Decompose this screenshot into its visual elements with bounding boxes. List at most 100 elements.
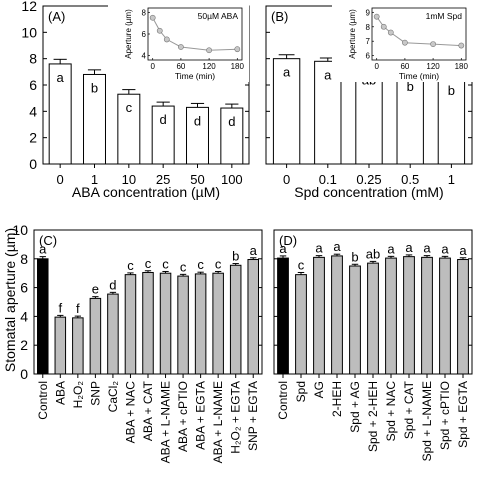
significance-letter: a — [283, 65, 291, 80]
bar — [355, 66, 383, 165]
bar — [89, 297, 102, 375]
bar — [367, 262, 379, 375]
x-tick-label: Control — [276, 381, 290, 420]
significance-letter: b — [232, 249, 239, 264]
significance-letter: a — [315, 241, 323, 256]
inset-y-label: Aperture (µm) — [348, 9, 357, 59]
significance-letter: c — [298, 257, 305, 272]
inset-point — [387, 29, 394, 36]
bar — [277, 257, 289, 375]
significance-letter: a — [250, 243, 258, 258]
bar — [107, 293, 119, 375]
panel-1: 0 2 4 6 8 10 12 a b c d d d 0 1 10 25 50 100 (A) ABA concent… — [21, 0, 250, 200]
inset-point — [458, 42, 465, 49]
inset-title: 1mM Spd — [426, 11, 463, 21]
significance-letter: a — [387, 241, 395, 256]
x-tick-label: AG — [312, 381, 326, 398]
inset-y-tick-label: 6 — [142, 30, 147, 39]
bar — [177, 275, 189, 375]
y-tick-label: 4 — [29, 103, 37, 119]
inset-chart: 4 6 8 0 60 120 180 50µM ABA Time (min) Aperture (… — [108, 2, 249, 82]
significance-letter: c — [162, 256, 169, 271]
x-tick-label: ABA + CAT — [141, 380, 155, 441]
x-tick-label: Spd + cPTIO — [438, 381, 452, 450]
inset-x-tick-label: 120 — [426, 62, 440, 71]
x-tick-label: ABA + NAC — [123, 381, 137, 444]
panel-label: (C) — [39, 233, 57, 248]
inset-frame — [371, 7, 467, 61]
x-axis-label: Spd concentration (mM) — [294, 184, 443, 200]
inset-y-tick-label: 6 — [366, 52, 371, 61]
panel-label: (A) — [48, 9, 65, 24]
bar — [54, 316, 67, 375]
significance-letter: b — [91, 80, 98, 95]
panel-label: (B) — [271, 9, 288, 24]
significance-letter: a — [459, 243, 467, 258]
bar — [159, 272, 172, 375]
inset-x-tick-label: 0 — [150, 62, 155, 71]
x-tick-label: 1 — [91, 172, 98, 187]
bar — [142, 271, 154, 375]
y-tick-label: 6 — [20, 280, 28, 296]
x-tick-label: 0.25 — [356, 172, 381, 187]
inset-y-tick-label: 8 — [142, 8, 147, 17]
significance-letter: ab — [366, 246, 380, 261]
inset-y-label: Aperture (µm) — [124, 9, 133, 59]
inset-x-tick-label: 60 — [176, 62, 185, 71]
inset-x-tick-label: 180 — [455, 62, 469, 71]
bar — [403, 256, 415, 375]
significance-letter: d — [109, 277, 116, 292]
inset-point — [401, 39, 408, 46]
y-tick-label: 0 — [29, 156, 37, 172]
significance-letter: b — [407, 79, 414, 94]
bar — [37, 258, 49, 375]
inset-title: 50µM ABA — [198, 11, 239, 21]
x-tick-label: Spd + NAC — [384, 381, 398, 442]
x-tick-label: 1 — [448, 172, 455, 187]
bar — [124, 274, 137, 375]
panel-2: aaabbb00.10.250.51(B)Spd concentration (… — [265, 2, 473, 200]
x-tick-label: ABA + cPTIO — [176, 381, 190, 452]
inset-y-tick-label: 8 — [366, 23, 371, 32]
bar — [313, 256, 325, 375]
significance-letter: a — [423, 241, 431, 256]
inset-point — [149, 14, 156, 21]
inset-point — [380, 23, 387, 30]
significance-letter: a — [405, 240, 413, 255]
significance-letter: a — [39, 242, 47, 257]
inset-background — [108, 2, 249, 82]
significance-letter: d — [194, 113, 201, 128]
inset-point — [156, 27, 163, 34]
significance-letter: f — [76, 301, 80, 316]
x-tick-label: Control — [36, 381, 50, 420]
inset-point — [177, 44, 184, 50]
bar — [385, 257, 397, 375]
significance-letter: f — [58, 300, 62, 315]
significance-letter: b — [351, 249, 358, 264]
y-tick-label: 10 — [12, 222, 28, 238]
bar — [437, 76, 466, 165]
y-tick-label: 0 — [20, 366, 28, 382]
significance-letter: c — [197, 257, 204, 272]
x-tick-label: 50 — [190, 172, 204, 187]
y-tick-label: 2 — [20, 337, 28, 353]
x-tick-label: ABA — [53, 381, 67, 405]
x-tick-label: 10 — [122, 172, 136, 187]
x-tick-label: Spd + EGTA — [456, 381, 470, 448]
significance-letter: c — [215, 256, 222, 271]
inset-point — [163, 36, 170, 43]
inset-x-tick-label: 60 — [400, 62, 409, 71]
bar — [229, 264, 242, 375]
inset-point — [206, 47, 212, 54]
bar — [331, 255, 343, 375]
x-tick-label: ABA + EGTA — [194, 381, 208, 450]
x-tick-label: 100 — [221, 172, 243, 187]
bar — [421, 256, 433, 375]
x-tick-label: Spd + CAT — [402, 380, 416, 439]
bar — [439, 257, 451, 375]
inset-x-label: Time (min) — [399, 71, 439, 81]
bar — [194, 273, 207, 375]
bar — [295, 274, 307, 375]
